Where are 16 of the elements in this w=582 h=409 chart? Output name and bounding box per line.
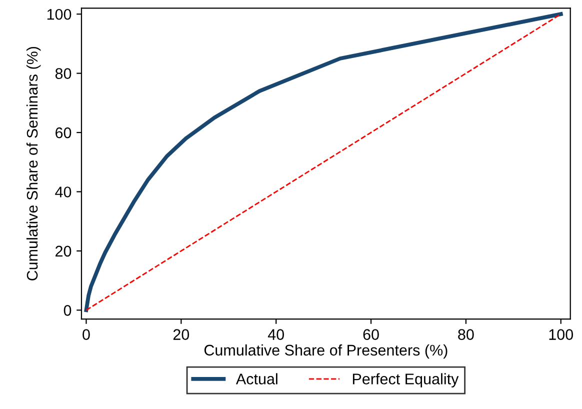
x-axis-title: Cumulative Share of Presenters (%) — [204, 344, 448, 359]
x-tick-label: 100 — [549, 329, 574, 340]
y-axis-title: Cumulative Share of Seminars (%) — [26, 46, 41, 280]
x-tick-label: 80 — [458, 329, 474, 340]
y-tick-label: 0 — [64, 305, 72, 316]
x-tick-label: 20 — [173, 329, 190, 340]
x-tick-label: 0 — [82, 329, 90, 340]
y-tick-label: 40 — [55, 186, 72, 198]
x-tick-label: 40 — [268, 329, 284, 340]
y-tick-label: 80 — [55, 68, 72, 79]
y-tick-label: 20 — [56, 246, 72, 257]
legend-label: Actual — [236, 373, 278, 384]
legend-label: Perfect Equality — [352, 373, 459, 388]
x-tick-label: 60 — [363, 329, 379, 340]
y-tick-label: 60 — [56, 127, 72, 138]
y-tick-label: 100 — [47, 8, 72, 20]
